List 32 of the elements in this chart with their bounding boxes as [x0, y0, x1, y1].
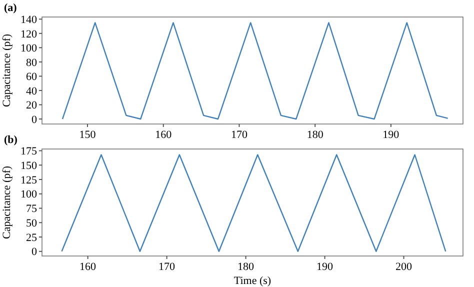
y-tick-label: 150	[20, 160, 38, 172]
y-tick-label: 20	[26, 100, 38, 112]
y-axis-title: Capacitance (pf)	[1, 34, 13, 107]
line-series	[62, 22, 448, 120]
y-tick-label: 60	[26, 71, 38, 84]
y-tick-label: 50	[26, 217, 38, 230]
x-tick-label: 200	[396, 261, 413, 273]
y-tick-label: 175	[20, 146, 38, 158]
y-tick-label: 125	[20, 174, 38, 186]
x-tick-label: 180	[238, 261, 255, 273]
y-tick-label: 25	[26, 232, 38, 244]
y-tick-label: 80	[26, 56, 38, 69]
y-tick-label: 120	[20, 28, 38, 40]
y-tick-label: 140	[20, 14, 38, 26]
x-tick-label: 160	[155, 129, 172, 141]
y-tick-label: 0	[32, 114, 38, 126]
chart-title: (b)	[4, 134, 18, 146]
y-tick-label: 75	[26, 203, 38, 216]
y-tick-label: 0	[32, 246, 38, 258]
x-tick-label: 160	[80, 261, 97, 273]
x-axis-title: Time (s)	[234, 275, 272, 287]
y-tick-label: 100	[20, 42, 38, 55]
y-tick-label: 40	[26, 85, 38, 98]
x-tick-label: 170	[158, 261, 176, 273]
y-axis-title: Capacitance (pf)	[1, 166, 13, 239]
y-tick-label: 100	[20, 188, 38, 201]
x-tick-label: 190	[382, 129, 400, 141]
x-tick-label: 180	[306, 129, 324, 141]
x-tick-label: 170	[230, 129, 248, 141]
x-tick-label: 190	[316, 261, 334, 273]
chart-title: (a)	[4, 2, 18, 14]
x-tick-label: 150	[79, 129, 96, 141]
